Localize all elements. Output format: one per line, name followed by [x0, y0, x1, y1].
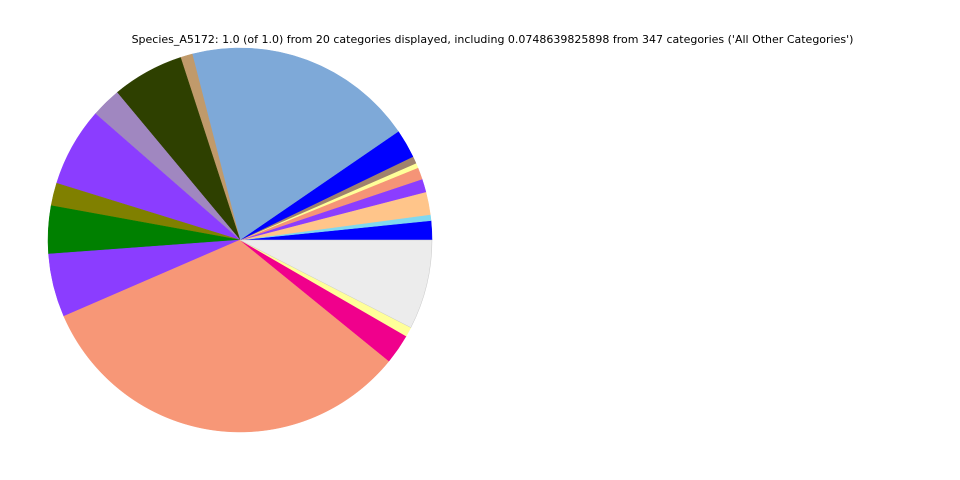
chart-title: Species_A5172: 1.0 (of 1.0) from 20 cate… [131, 33, 854, 46]
pie-slice-20 [239, 239, 433, 328]
pie-slice-17 [63, 239, 390, 433]
pie-slices [47, 47, 433, 433]
pie-slice-9 [191, 47, 399, 241]
